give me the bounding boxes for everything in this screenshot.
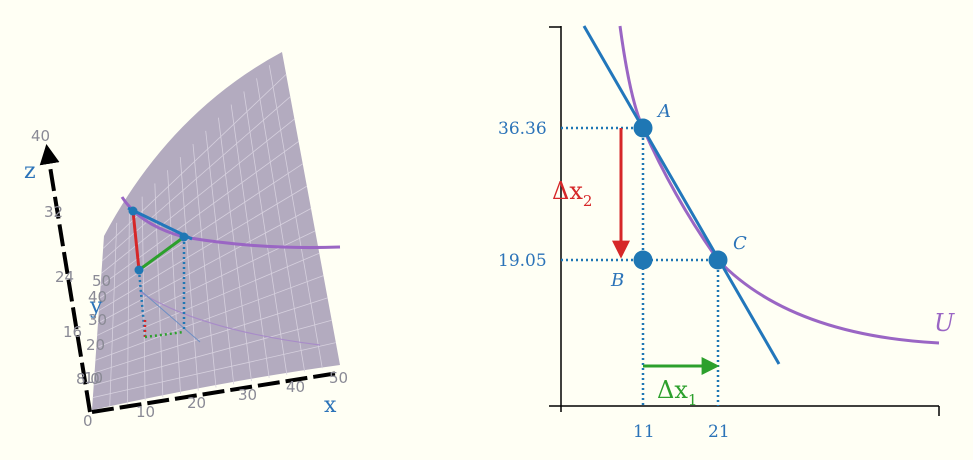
surface-grid-line (92, 342, 336, 398)
z-tick: 8.0 (76, 370, 100, 388)
point-a (633, 118, 653, 138)
delta-x2-3d (131, 210, 141, 271)
x-axis-label: x (324, 393, 337, 418)
point-a-label: A (656, 101, 671, 122)
z-tick: 24 (55, 268, 74, 286)
point-a-3d (128, 206, 138, 216)
x-tick: 40 (286, 378, 305, 396)
delta-x2-label: Δx2 (552, 177, 592, 210)
x-tick: 50 (329, 369, 348, 387)
value-11: 11 (633, 422, 655, 442)
delta-x1-3d (138, 235, 185, 272)
z-tick: 32 (44, 203, 63, 221)
y-ticks: 50 40 30 20 10 (84, 272, 111, 387)
floor-green-dotted (144, 330, 185, 339)
x-tick: 20 (187, 394, 206, 412)
y-axis-label: y (89, 294, 103, 319)
floor-contour (139, 291, 321, 346)
value-21: 21 (708, 422, 730, 442)
surface-grid-line (94, 297, 328, 374)
x-tick: 10 (136, 403, 155, 421)
budget-diagram-panel: A B C U 36.36 19.05 11 21 Δx2 Δx1 (498, 25, 955, 442)
surface-grid-line (243, 91, 288, 375)
z-axis (39, 144, 92, 413)
point-b (633, 250, 653, 270)
surface-grid (92, 65, 336, 407)
surface-grid-line (96, 252, 320, 349)
delta-x1-label: Δx1 (657, 376, 697, 409)
floor-budget-line (139, 289, 201, 343)
surface-grid-line (230, 104, 270, 378)
point-c-label: C (733, 233, 747, 254)
x-tick: 30 (238, 386, 257, 404)
surface-grid-line (205, 130, 235, 385)
surface-grid-line (256, 78, 305, 372)
z-tick: 40 (31, 127, 50, 145)
point-b-3d (134, 265, 144, 275)
z-axis-label: z (24, 159, 36, 184)
surface-grid-line (97, 208, 312, 324)
x-axis (91, 371, 339, 414)
point-c-3d (179, 232, 189, 242)
y-tick: 20 (86, 336, 105, 354)
indifference-curve-u (618, 25, 940, 345)
surface-grid-line (93, 319, 332, 386)
y-tick: 10 (84, 369, 103, 387)
y-tick: 30 (88, 311, 107, 329)
surface-grid-line (218, 117, 252, 382)
curve-u-label: U (934, 309, 955, 337)
z-tick: 16 (63, 323, 82, 341)
z-ticks: 40 32 24 16 8.0 0 (31, 127, 100, 430)
value-19-05: 19.05 (498, 251, 547, 271)
value-36-36: 36.36 (498, 119, 547, 139)
x-ticks: 10 20 30 40 50 (136, 369, 348, 421)
surface-grid-line (95, 275, 324, 361)
surface-grid-line (268, 65, 323, 369)
point-b-label: B (610, 270, 624, 291)
point-c (708, 250, 728, 270)
utility-surface (92, 52, 340, 410)
budget-line (582, 25, 781, 365)
z-tick: 0 (83, 412, 93, 430)
y-tick: 50 (92, 272, 111, 290)
surface-3d-panel: z y x 40 32 24 16 8.0 0 10 20 30 40 50 5… (24, 52, 348, 430)
indifference-curve-3d (120, 196, 341, 250)
y-tick: 40 (88, 288, 107, 306)
